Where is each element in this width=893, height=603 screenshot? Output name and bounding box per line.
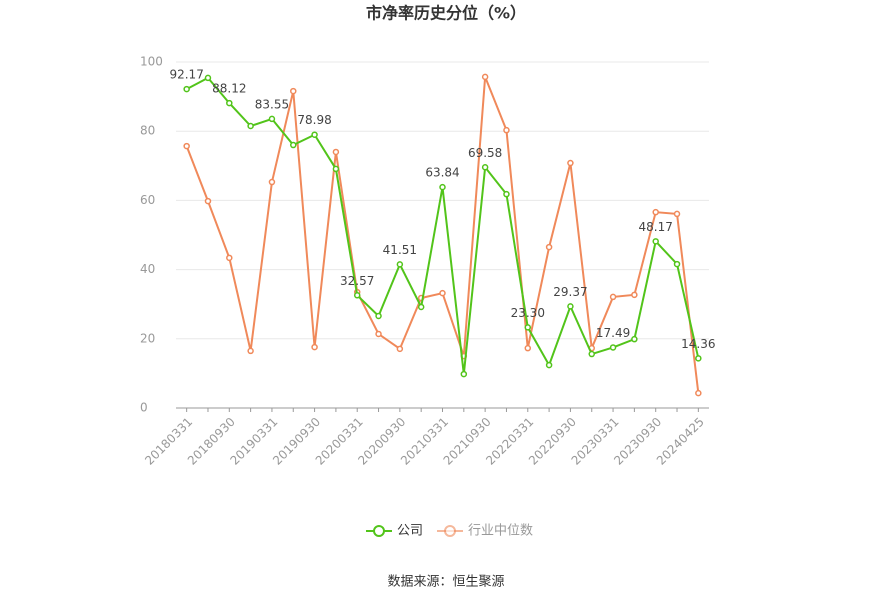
data-label: 78.98 [297,113,331,127]
point [332,165,340,173]
point [290,141,297,149]
data-label: 63.84 [425,166,459,180]
point [375,330,382,338]
point [524,344,532,352]
point [545,243,553,251]
y-tick-label: 60 [140,193,155,207]
chart-title: 市净率历史分位（%） [366,4,526,23]
legend-label: 行业中位数 [468,524,533,539]
legend-marker [444,525,456,537]
data-label: 17.49 [596,326,630,340]
point [396,345,404,353]
point [439,289,446,297]
data-label: 48.17 [639,220,673,234]
point [353,292,361,299]
data-label: 83.55 [255,97,289,111]
point [631,335,638,343]
point [396,261,404,268]
legend-label: 公司 [397,524,423,539]
point [652,208,659,216]
point [481,73,489,81]
source-note: 数据来源：恒生聚源 [387,575,504,590]
point [375,312,382,320]
y-tick-label: 80 [140,124,155,138]
point [417,303,425,311]
point [567,159,574,167]
point [695,389,702,397]
data-label: 32.57 [340,274,374,288]
point [332,148,340,156]
point [439,183,446,191]
point [609,344,617,351]
series-line [185,76,700,394]
point [609,293,617,301]
point [524,324,532,331]
point [503,126,510,134]
point [290,87,297,95]
data-label: 88.12 [212,82,246,96]
point [545,361,553,369]
data-label: 92.17 [169,68,203,82]
data-label: 14.36 [681,337,715,351]
y-tick-label: 100 [140,55,163,69]
data-label: 41.51 [383,243,417,257]
data-label: 69.58 [468,146,502,160]
y-tick-label: 20 [140,331,155,345]
point [183,142,190,150]
legend-marker [373,525,385,537]
point [503,190,510,198]
point [226,254,233,262]
point [481,164,489,171]
point [183,85,190,93]
point [268,178,276,186]
point [204,197,212,205]
point [695,355,702,362]
point [588,350,595,358]
point [567,303,574,310]
point [311,343,318,351]
point [226,99,233,107]
point [247,347,254,355]
y-tick-label: 40 [140,262,155,276]
point [204,74,212,82]
point [311,131,318,138]
data-label: 29.37 [553,285,587,299]
point [652,238,659,245]
point [460,370,468,378]
point [673,260,681,268]
point [268,115,276,123]
point [673,210,681,218]
point [631,291,638,299]
data-label: 23.30 [511,306,545,320]
y-tick-label: 0 [140,401,148,415]
point [247,122,254,130]
